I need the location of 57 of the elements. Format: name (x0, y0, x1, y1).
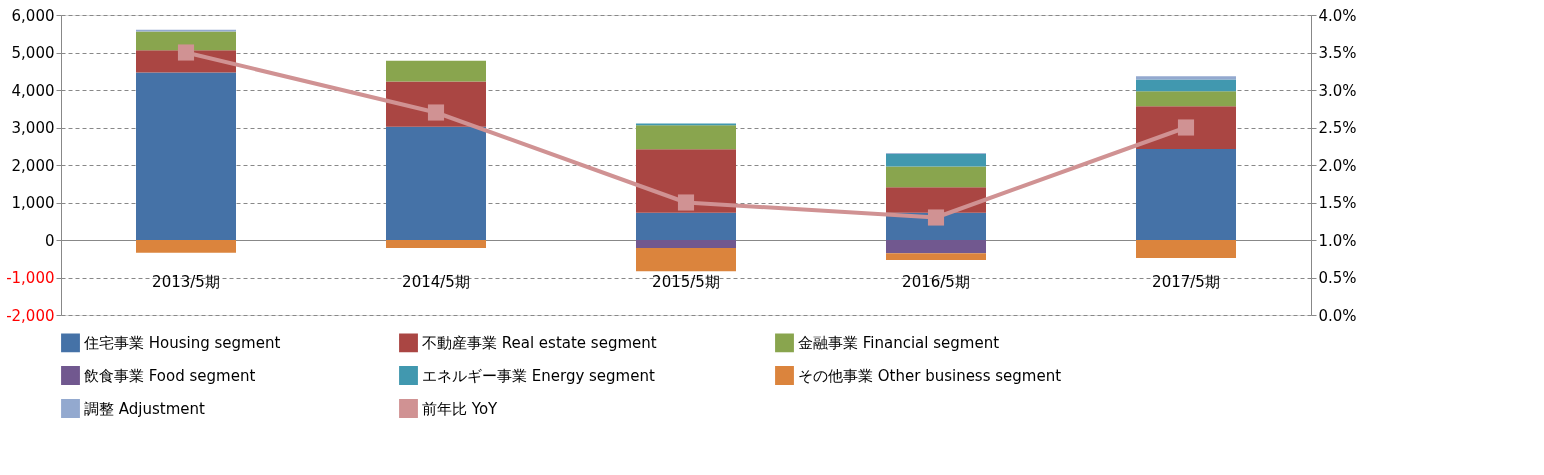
y2-tick-label: 0.0% (1318, 306, 1357, 325)
bar (386, 126, 486, 240)
y-tick-label: 1,000 (11, 194, 55, 212)
bar (1136, 91, 1236, 107)
y2-tick-label: 3.5% (1318, 44, 1357, 62)
x-tick-label: 2017/5期 (1152, 272, 1220, 291)
point (677, 194, 695, 211)
legend-label: その他事業 Other business segment (798, 366, 1062, 385)
legend-label: 住宅事業 Housing segment (83, 333, 281, 352)
bar (136, 72, 236, 240)
y-tick-label: -1,000 (6, 269, 55, 287)
y2-tick-label: 0.5% (1318, 269, 1357, 287)
x-tick-label: 2014/5期 (402, 272, 470, 291)
bar (636, 212, 736, 240)
y-tick-label: 0 (44, 231, 55, 250)
legend-label: 前年比 YoY (422, 399, 499, 418)
y2-tick-label: 1.0% (1318, 231, 1357, 250)
y2-tick-label: 3.0% (1318, 81, 1357, 100)
point (177, 44, 195, 61)
y-tick-label: -2,000 (6, 306, 55, 325)
point (927, 209, 945, 226)
legend-label: 金融事業 Financial segment (798, 333, 1000, 352)
y-tick-label: 3,000 (11, 119, 55, 137)
legend-label: 調整 Adjustment (84, 399, 205, 418)
bar (636, 240, 736, 248)
legend-label: 飲食事業 Food segment (84, 366, 256, 385)
bar (886, 187, 986, 213)
y-tick-label: 2,000 (11, 156, 55, 175)
y-tick-label: 4,000 (11, 81, 55, 100)
bar (1136, 240, 1236, 258)
y2-tick-label: 2.0% (1318, 156, 1357, 175)
bar (386, 60, 486, 82)
bar (636, 247, 736, 272)
y-tick-label: 5,000 (11, 44, 55, 62)
x-tick-label: 2013/5期 (152, 272, 220, 291)
bar (386, 240, 486, 248)
bar (136, 31, 236, 51)
legend-label: エネルギー事業 Energy segment (422, 366, 655, 385)
bar (886, 166, 986, 188)
point (427, 104, 445, 121)
point (1177, 119, 1195, 136)
bar (886, 153, 986, 167)
y2-tick-label: 2.5% (1318, 119, 1357, 137)
bar (1136, 79, 1236, 92)
bar (136, 240, 236, 253)
bar (636, 125, 736, 150)
legend-label: 不動産事業 Real estate segment (422, 333, 657, 352)
bar (636, 149, 736, 213)
y-tick-label: 6,000 (11, 6, 55, 25)
y2-tick-label: 4.0% (1318, 6, 1357, 25)
bar (886, 253, 986, 260)
bar (1136, 76, 1236, 80)
x-tick-label: 2016/5期 (902, 272, 970, 291)
y2-tick-label: 1.5% (1318, 194, 1357, 212)
x-tick-label: 2015/5期 (652, 272, 720, 291)
bar (1136, 148, 1236, 240)
bar (886, 240, 986, 254)
